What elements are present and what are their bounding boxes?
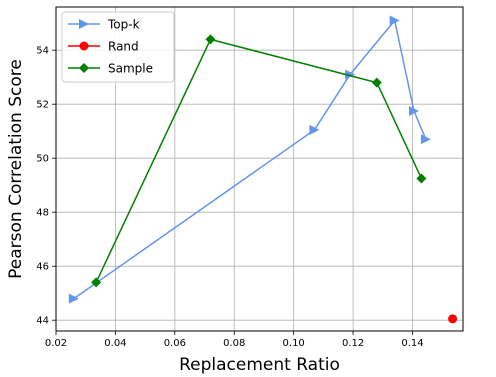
data-point-sample [91, 277, 102, 288]
data-point-sample [416, 173, 427, 184]
legend-box [61, 11, 175, 83]
x-tick-label: 0.06 [164, 338, 186, 349]
grid [55, 7, 463, 331]
x-axis-title: Replacement Ratio [179, 355, 340, 375]
series-top-k [68, 15, 431, 304]
legend-item-top-k: Top-k [68, 18, 140, 32]
data-point-sample [371, 77, 382, 88]
data-point-top-k [389, 15, 400, 26]
x-tick-label: 0.04 [104, 338, 126, 349]
legend-marker-rand [79, 41, 89, 51]
x-tick-label: 0.08 [223, 338, 245, 349]
legend-label-sample: Sample [108, 62, 153, 76]
legend-marker-sample [79, 63, 89, 73]
y-tick-label: 54 [36, 46, 49, 57]
y-tick-label: 52 [36, 100, 49, 111]
legend-item-rand: Rand [68, 40, 139, 54]
legend-label-rand: Rand [108, 40, 139, 54]
legend-marker-top-k [79, 19, 89, 29]
data-point-top-k [420, 134, 431, 145]
data-point-rand [448, 314, 458, 324]
legend-label-top-k: Top-k [107, 18, 140, 32]
series-rand [448, 314, 458, 324]
ticks: 0.02 0.04 0.06 0.08 0.10 0.12 0.14 44 46 48 50 52 54 [36, 46, 423, 349]
legend-item-sample: Sample [68, 62, 153, 76]
y-tick-label: 44 [36, 316, 49, 327]
x-tick-label: 0.10 [283, 338, 305, 349]
y-tick-label: 46 [36, 262, 49, 273]
x-tick-label: 0.14 [401, 338, 423, 349]
series-line-sample [95, 38, 423, 283]
data-point-top-k [408, 105, 419, 116]
series-line-top-k [73, 18, 427, 300]
data-point-top-k [345, 69, 356, 80]
plot-frame [55, 6, 464, 332]
data-point-top-k [68, 293, 79, 304]
y-tick-label: 48 [36, 208, 49, 219]
data-point-sample [205, 34, 216, 45]
y-tick-label: 50 [36, 154, 49, 165]
legend: Top-k Rand Sample [61, 11, 175, 83]
series-sample [91, 34, 427, 288]
y-axis-title: Pearson Correlation Score [6, 59, 26, 279]
series-layer [68, 15, 458, 324]
data-point-top-k [309, 124, 320, 135]
x-tick-label: 0.12 [342, 338, 364, 349]
x-tick-label: 0.02 [45, 338, 67, 349]
